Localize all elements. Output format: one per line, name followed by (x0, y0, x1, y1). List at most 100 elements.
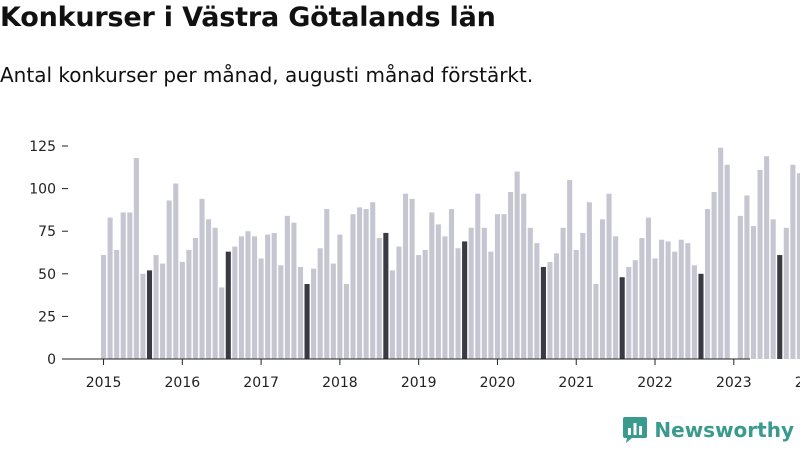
bar (166, 200, 172, 359)
bar (252, 236, 258, 359)
bar (101, 255, 107, 359)
y-tick-label: 50 (38, 267, 56, 283)
bar (481, 227, 487, 359)
bar (291, 222, 297, 359)
bar (225, 251, 231, 359)
bar (632, 260, 638, 359)
bar (363, 209, 369, 359)
y-tick-label: 125 (29, 139, 56, 155)
bar (402, 193, 409, 359)
bar (468, 227, 474, 359)
x-tick-label: 2016 (165, 375, 201, 391)
x-tick-label: 2018 (322, 375, 358, 391)
bar (297, 266, 304, 359)
bar (606, 193, 612, 359)
bar (455, 248, 461, 359)
y-tick-label: 0 (47, 352, 56, 368)
bar (357, 207, 363, 359)
bar (553, 253, 560, 359)
bar (370, 202, 376, 359)
bar (586, 202, 592, 359)
bar (685, 243, 691, 359)
bar (350, 214, 356, 359)
bar (534, 243, 540, 359)
bar (219, 287, 225, 359)
bar (238, 236, 244, 359)
bar (619, 277, 625, 359)
bar (757, 169, 763, 359)
bar (383, 232, 389, 359)
bar (790, 164, 796, 359)
bar (691, 265, 697, 359)
bar (560, 227, 566, 359)
bar (153, 255, 159, 359)
bar (429, 212, 435, 359)
newsworthy-logo-icon (623, 417, 648, 443)
bar (442, 236, 448, 359)
bar (271, 232, 277, 359)
bar (265, 234, 271, 359)
y-tick-label: 75 (38, 224, 56, 240)
bar (140, 273, 146, 359)
y-tick-label: 100 (29, 182, 56, 198)
bar (186, 249, 192, 359)
bar (462, 241, 468, 359)
bar (488, 251, 494, 359)
bar (245, 231, 251, 359)
y-axis: 0 25 50 75 100 125 (29, 139, 68, 368)
x-tick-label: 2019 (401, 375, 437, 391)
bar (146, 270, 153, 359)
bar (672, 251, 678, 359)
bars (101, 147, 800, 359)
bar (311, 268, 317, 359)
bar (711, 192, 717, 359)
bar (422, 249, 428, 359)
bar (416, 255, 422, 359)
bar (212, 227, 218, 359)
bar (698, 273, 704, 359)
bar (704, 209, 711, 359)
bar (389, 270, 395, 359)
bar (409, 198, 415, 359)
bar (652, 258, 658, 359)
bar (737, 215, 743, 359)
bar (173, 183, 179, 359)
bar (494, 214, 500, 359)
bar (678, 239, 684, 359)
bar (107, 217, 113, 359)
bar (796, 173, 800, 359)
x-tick-label: 2024 (795, 375, 800, 391)
bar (744, 195, 750, 359)
bar (580, 232, 586, 359)
bar (284, 215, 290, 359)
bar (192, 238, 199, 359)
bar (750, 226, 757, 359)
bar (324, 209, 330, 359)
bar (127, 212, 133, 359)
chart-title: Konkurser i Västra Götalands län (0, 2, 496, 33)
bar (206, 219, 212, 359)
bar (783, 227, 789, 359)
bar (626, 266, 632, 359)
x-tick-label: 2017 (243, 375, 279, 391)
bar (475, 193, 481, 359)
x-tick-label: 2022 (637, 375, 673, 391)
y-tick-label: 25 (38, 309, 56, 325)
bar (665, 241, 671, 359)
bar (777, 255, 783, 359)
bar (199, 198, 205, 359)
bar (232, 246, 238, 359)
bar (376, 238, 382, 359)
bar (659, 239, 665, 359)
bar (639, 238, 645, 359)
bar (337, 234, 343, 359)
bar (160, 263, 166, 359)
bar (258, 258, 264, 359)
bar (764, 156, 770, 359)
x-tick-label: 2020 (480, 375, 516, 391)
bar (573, 249, 579, 359)
bar (718, 147, 724, 359)
chart-subtitle: Antal konkurser per månad, augusti månad… (0, 63, 534, 87)
bar (567, 180, 573, 359)
bar (508, 192, 514, 359)
